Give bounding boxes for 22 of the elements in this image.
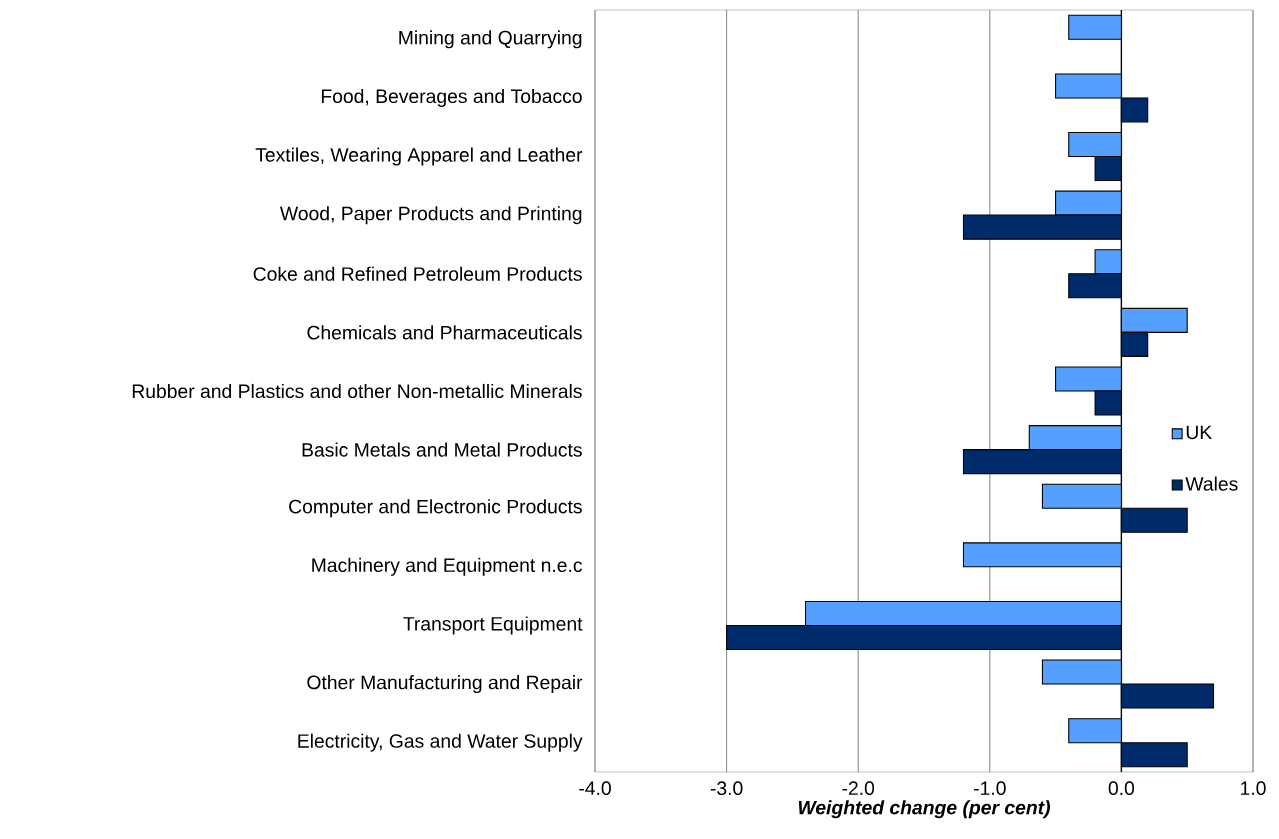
y-tick-label: Coke and Refined Petroleum Products xyxy=(253,266,582,281)
legend-label: Wales xyxy=(1185,476,1238,491)
y-tick-label: Rubber and Plastics and other Non-metallic Minerals xyxy=(132,383,582,399)
x-tick-label: -2.0 xyxy=(842,781,875,796)
x-tick-label: 0.0 xyxy=(1108,781,1135,796)
x-tick-label: 1.0 xyxy=(1241,781,1266,796)
y-tick-label: Transport Equipment xyxy=(403,616,583,635)
y-tick-label: Chemicals and Pharmaceuticals xyxy=(307,325,582,340)
y-tick-label: Machinery and Equipment n.e.c xyxy=(312,557,583,576)
y-tick-label: Electricity, Gas and Water Supply xyxy=(298,733,583,752)
y-tick-label: Computer and Electronic Products xyxy=(289,499,582,518)
y-tick-label: Basic Metals and Metal Products xyxy=(302,442,582,457)
y-tick-label: Mining and Quarrying xyxy=(399,30,582,49)
x-tick-label: -1.0 xyxy=(974,781,1006,796)
y-tick-label: Wood, Paper Products and Printing xyxy=(279,206,582,225)
x-tick-label: -3.0 xyxy=(710,781,743,796)
legend-label: UK xyxy=(1186,425,1212,440)
y-tick-label: Textiles, Wearing Apparel and Leather xyxy=(255,147,583,166)
y-tick-label: Other Manufacturing and Repair xyxy=(307,675,583,694)
x-axis-title: Weighted change (per cent) xyxy=(798,800,1050,819)
x-tick-label: -4.0 xyxy=(579,781,611,796)
y-tick-label: Food, Beverages and Tobacco xyxy=(321,88,582,107)
